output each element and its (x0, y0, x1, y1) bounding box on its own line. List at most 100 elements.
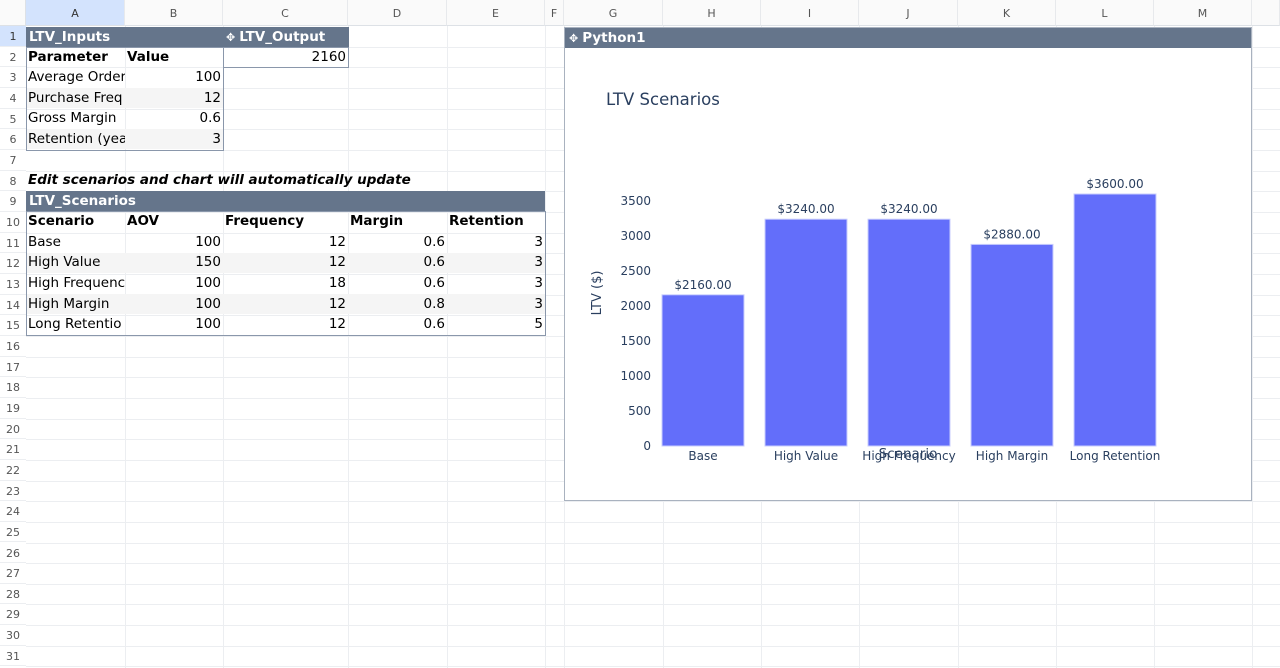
row-header-12[interactable]: 12 (0, 253, 26, 274)
row-header-10[interactable]: 10 (0, 211, 26, 233)
row-header-15[interactable]: 15 (0, 315, 26, 336)
row-header-26[interactable]: 26 (0, 542, 26, 564)
cell-C10[interactable]: Frequency (225, 213, 305, 229)
cell-B13[interactable]: 100 (195, 274, 221, 291)
row-header-4[interactable]: 4 (0, 87, 26, 109)
cell-A15[interactable]: Long Retentio (28, 316, 122, 333)
cell-C15[interactable]: 12 (328, 316, 346, 333)
bar-high-margin[interactable] (970, 243, 1054, 447)
cell-B4[interactable]: 12 (203, 90, 221, 106)
row-header-18[interactable]: 18 (0, 377, 26, 398)
cell-C14[interactable]: 12 (328, 295, 346, 312)
column-header-A[interactable]: A (26, 0, 125, 26)
row-header-31[interactable]: 31 (0, 645, 26, 667)
cell-B10[interactable]: AOV (127, 213, 160, 229)
y-tick-label: 2500 (620, 264, 651, 278)
cell-A5[interactable]: Gross Margin (28, 110, 117, 126)
row-header-24[interactable]: 24 (0, 501, 26, 522)
row-header-7[interactable]: 7 (0, 149, 26, 171)
column-header-I[interactable]: I (761, 0, 859, 26)
cell-E14[interactable]: 3 (534, 295, 543, 312)
cell-D15[interactable]: 0.6 (423, 316, 445, 333)
bar-high-value[interactable] (764, 218, 848, 447)
column-header-E[interactable]: E (447, 0, 545, 26)
row-header-25[interactable]: 25 (0, 521, 26, 543)
row-header-2[interactable]: 2 (0, 46, 26, 68)
python-icon: ✥ (226, 31, 236, 44)
row-header-19[interactable]: 19 (0, 397, 26, 419)
cell-A8-note[interactable]: Edit scenarios and chart will automatica… (28, 172, 411, 188)
row-header-6[interactable]: 6 (0, 129, 26, 150)
cell-A2[interactable]: Parameter (28, 49, 108, 65)
bar-value-label: $3600.00 (1086, 177, 1143, 191)
cell-A4[interactable]: Purchase Freq (28, 90, 123, 106)
cell-C12[interactable]: 12 (328, 254, 346, 271)
row-header-28[interactable]: 28 (0, 583, 26, 605)
row-header-5[interactable]: 5 (0, 108, 26, 130)
row-header-22[interactable]: 22 (0, 459, 26, 481)
row-header-14[interactable]: 14 (0, 294, 26, 316)
row-header-11[interactable]: 11 (0, 232, 26, 254)
cell-D11[interactable]: 0.6 (423, 233, 445, 250)
row-header-3[interactable]: 3 (0, 67, 26, 88)
y-tick-label: 1500 (620, 334, 651, 348)
row-header-9[interactable]: 9 (0, 191, 26, 212)
cell-B12[interactable]: 150 (195, 254, 221, 271)
cell-D12[interactable]: 0.6 (423, 254, 445, 271)
row-header-30[interactable]: 30 (0, 625, 26, 646)
column-header-H[interactable]: H (663, 0, 761, 26)
cell-E15[interactable]: 5 (534, 316, 543, 333)
column-header-C[interactable]: C (223, 0, 348, 26)
row-header-21[interactable]: 21 (0, 439, 26, 460)
cell-A11[interactable]: Base (28, 233, 61, 250)
row-header-17[interactable]: 17 (0, 356, 26, 378)
cell-A3[interactable]: Average Order (28, 69, 125, 85)
row-header-13[interactable]: 13 (0, 273, 26, 295)
bar-long-retention[interactable] (1073, 193, 1157, 447)
cell-B5[interactable]: 0.6 (199, 110, 221, 126)
cell-D13[interactable]: 0.6 (423, 274, 445, 291)
column-header-K[interactable]: K (958, 0, 1056, 26)
bar-high-frequency[interactable] (867, 218, 951, 447)
column-header-F[interactable]: F (545, 0, 564, 26)
row-header-29[interactable]: 29 (0, 604, 26, 626)
cell-E12[interactable]: 3 (534, 254, 543, 271)
cell-B14[interactable]: 100 (195, 295, 221, 312)
column-header-D[interactable]: D (348, 0, 447, 26)
row-header-1[interactable]: 1 (0, 26, 26, 47)
bar-base[interactable] (661, 294, 745, 447)
cell-C11[interactable]: 12 (328, 233, 346, 250)
column-header-B[interactable]: B (125, 0, 223, 26)
row-header-16[interactable]: 16 (0, 335, 26, 357)
cell-D10[interactable]: Margin (350, 213, 404, 229)
cell-A10[interactable]: Scenario (28, 213, 95, 229)
row-header-23[interactable]: 23 (0, 480, 26, 502)
cell-A13[interactable]: High Frequenc (28, 274, 125, 291)
cell-D14[interactable]: 0.8 (423, 295, 445, 312)
row-header-20[interactable]: 20 (0, 418, 26, 440)
cell-B15[interactable]: 100 (195, 316, 221, 333)
column-header-M[interactable]: M (1154, 0, 1252, 26)
column-header-L[interactable]: L (1056, 0, 1154, 26)
cell-E13[interactable]: 3 (534, 274, 543, 291)
row-header-27[interactable]: 27 (0, 563, 26, 584)
cell-B3[interactable]: 100 (195, 69, 221, 85)
cell-C2[interactable]: 2160 (311, 49, 346, 65)
row-header-8[interactable]: 8 (0, 170, 26, 192)
cell-E10[interactable]: Retention (449, 213, 524, 229)
python-panel-title-bar[interactable]: ✥ Python1 (565, 28, 1251, 48)
cell-A14[interactable]: High Margin (28, 295, 110, 312)
column-header-G[interactable]: G (564, 0, 663, 26)
python-chart-panel[interactable]: ✥ Python1 LTV Scenarios 0 500 1000 1500 2000 2… (564, 27, 1252, 501)
cell-A6[interactable]: Retention (yea (28, 131, 125, 147)
cell-B11[interactable]: 100 (195, 233, 221, 250)
ltv-bar-chart: LTV Scenarios 0 500 1000 1500 2000 2500 3000 35… (590, 90, 1160, 463)
cell-A12[interactable]: High Value (28, 254, 101, 271)
column-header-extra[interactable] (1252, 0, 1280, 26)
column-header-J[interactable]: J (859, 0, 958, 26)
cell-B2[interactable]: Value (127, 49, 170, 65)
cell-C13[interactable]: 18 (328, 274, 346, 291)
cell-E11[interactable]: 3 (534, 233, 543, 250)
select-all-corner[interactable] (0, 0, 26, 26)
cell-B6[interactable]: 3 (212, 131, 221, 147)
